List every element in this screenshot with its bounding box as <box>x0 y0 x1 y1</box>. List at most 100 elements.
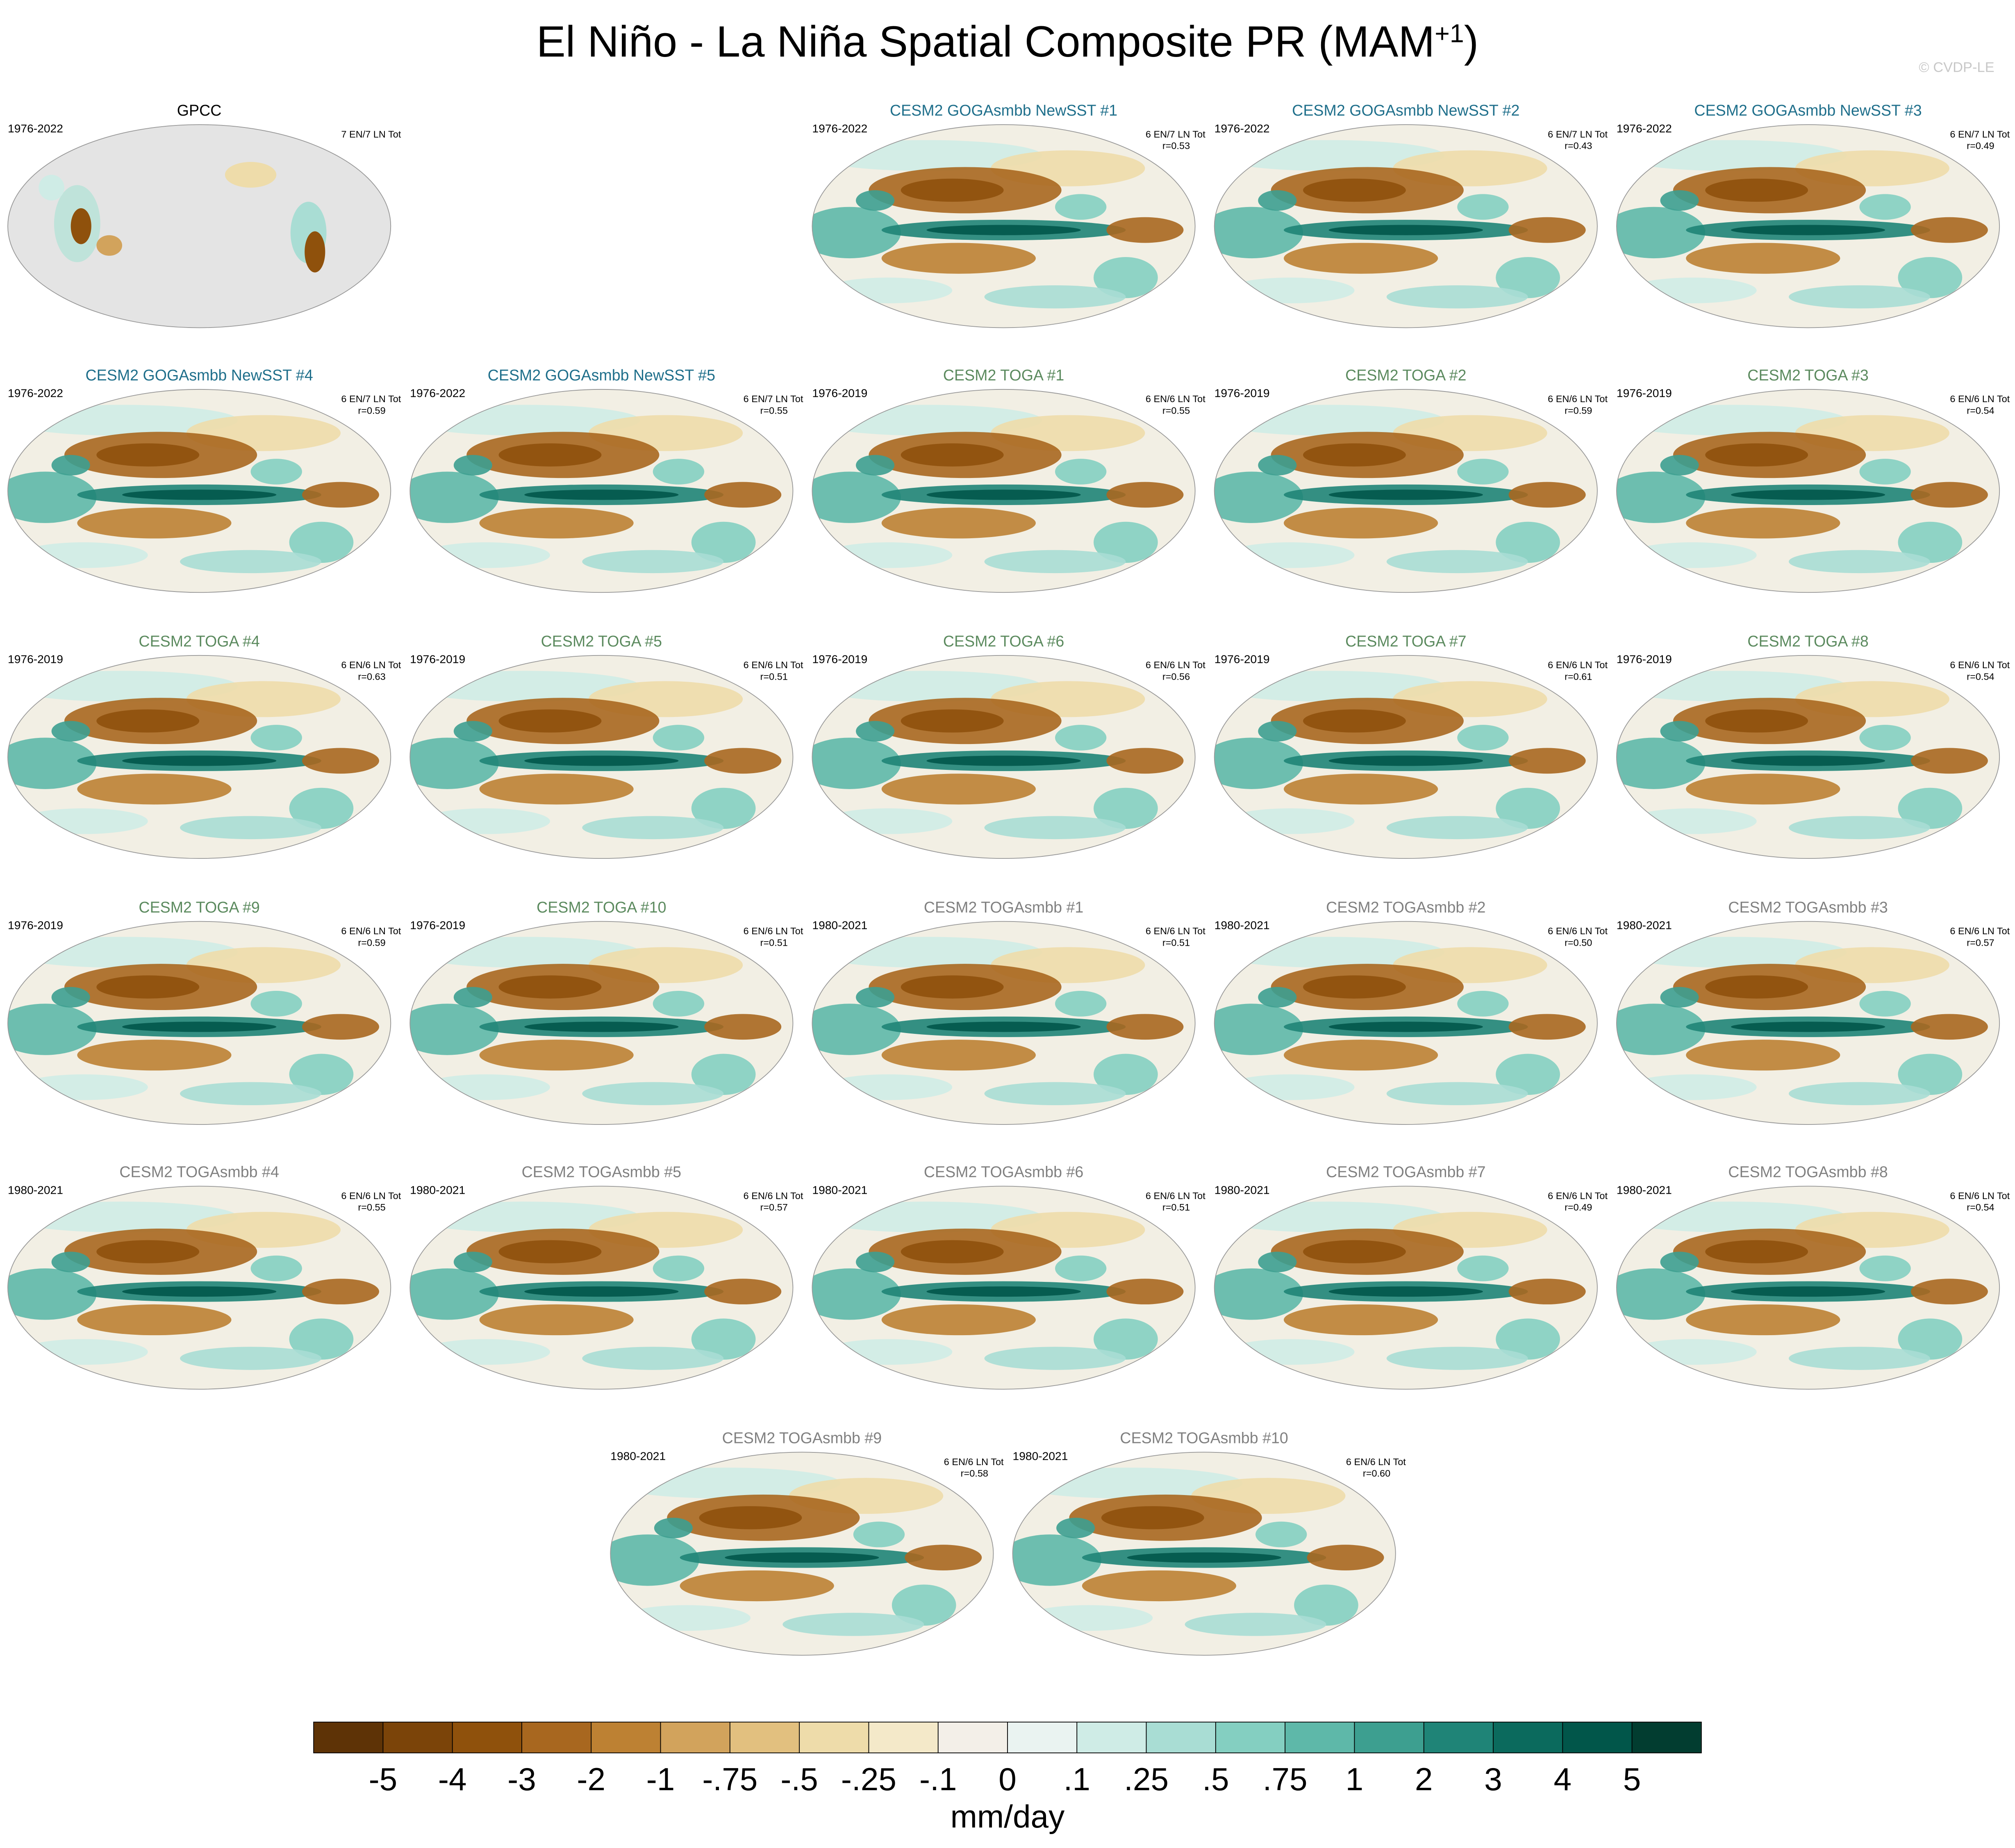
map-patch <box>77 1304 232 1336</box>
map-patch <box>1284 1304 1438 1336</box>
map-patch <box>1859 991 1911 1017</box>
map-field <box>410 389 793 593</box>
map-patch <box>51 987 90 1008</box>
map-patch <box>1686 1040 1840 1071</box>
panel-correlation: r=0.49 <box>1967 141 1994 151</box>
map-patch <box>524 489 679 500</box>
colorbar-tick-label: -.25 <box>841 1761 896 1797</box>
panel-title: CESM2 TOGAsmbb #1 <box>924 899 1083 916</box>
panel-correlation: r=0.49 <box>1565 1202 1592 1213</box>
panel-counts: 6 EN/6 LN Tot <box>744 926 803 936</box>
map-patch <box>289 1318 354 1360</box>
map-patch <box>1386 816 1528 840</box>
map-patch <box>1012 1534 1101 1586</box>
map-field <box>8 655 391 859</box>
map-patch <box>1303 709 1406 733</box>
map-patch <box>1094 1318 1158 1360</box>
map-patch <box>479 508 634 539</box>
map-patch <box>250 1255 302 1281</box>
map-patch <box>1094 1054 1158 1095</box>
map-outline <box>812 124 1196 328</box>
panel-correlation: r=0.54 <box>1967 671 1994 682</box>
map-field <box>1214 655 1597 859</box>
map-patch <box>1910 1279 1988 1304</box>
map-patch <box>302 748 380 774</box>
panel-counts: 6 EN/6 LN Tot <box>1548 926 1608 936</box>
map-patch <box>498 975 602 999</box>
map-patch <box>691 1054 756 1095</box>
panel-counts: 6 EN/6 LN Tot <box>1950 1190 2010 1201</box>
map-patch <box>901 975 1004 999</box>
panel-title: CESM2 TOGA #6 <box>943 633 1064 650</box>
map-patch <box>1457 194 1509 220</box>
map-field <box>1616 655 2000 859</box>
map-panel: CESM2 GOGAsmbb NewSST #3 1976-2022 6 EN/7 … <box>1616 102 2010 328</box>
panel-period: 1980-2021 <box>1214 1183 1270 1196</box>
panel-counts: 6 EN/6 LN Tot <box>1950 660 2010 670</box>
map-outline <box>1214 921 1598 1125</box>
panel-counts: 6 EN/7 LN Tot <box>1950 129 2010 139</box>
map-patch <box>1106 1014 1184 1040</box>
panel-period: 1980-2021 <box>410 1183 465 1196</box>
map-patch <box>881 1040 1036 1071</box>
map-outline <box>812 921 1196 1125</box>
map-patch <box>582 1347 724 1370</box>
panel-period: 1980-2021 <box>1617 919 1672 932</box>
map-panel: CESM2 GOGAsmbb NewSST #4 1976-2022 6 EN/7 … <box>7 366 401 593</box>
map-patch <box>1898 1054 1963 1095</box>
map-patch <box>1457 725 1509 751</box>
map-patch <box>1307 1545 1384 1570</box>
panel-period: 1976-2022 <box>8 387 63 400</box>
map-patch <box>302 1279 380 1304</box>
map-patch <box>1616 207 1706 259</box>
panel-period: 1976-2022 <box>410 387 465 400</box>
map-panel: CESM2 TOGAsmbb #3 1980-2021 6 EN/6 LN Totr… <box>1616 899 2010 1125</box>
map-field <box>812 125 1195 328</box>
panel-title: GPCC <box>177 102 222 119</box>
map-outline <box>1616 921 2000 1125</box>
panel-correlation: r=0.57 <box>1967 937 1994 948</box>
map-patch <box>926 1022 1081 1032</box>
map-patch <box>984 285 1126 309</box>
map-patch <box>1859 194 1911 220</box>
map-patch <box>704 1279 782 1304</box>
map-patch <box>812 1268 901 1320</box>
panel-title: CESM2 TOGAsmbb #8 <box>1728 1163 1888 1181</box>
map-patch <box>410 737 499 789</box>
map-panel: CESM2 TOGAsmbb #4 1980-2021 6 EN/6 LN Totr… <box>7 1163 401 1390</box>
map-patch <box>250 459 302 485</box>
map-patch <box>1508 1279 1586 1304</box>
map-panel: CESM2 TOGAsmbb #10 1980-2021 6 EN/6 LN Tot… <box>1012 1429 1406 1656</box>
map-outline <box>1616 1186 2000 1390</box>
map-patch <box>77 1040 232 1071</box>
map-patch <box>582 1082 724 1106</box>
panel-title: CESM2 TOGAsmbb #9 <box>722 1429 882 1447</box>
map-patch <box>453 455 492 476</box>
panel-title: CESM2 GOGAsmbb NewSST #1 <box>890 102 1117 119</box>
panel-correlation: r=0.54 <box>1967 1202 1994 1213</box>
map-patch <box>180 1082 321 1106</box>
map-patch <box>812 207 901 259</box>
colorbar-swatch <box>1424 1722 1493 1753</box>
panel-correlation: r=0.59 <box>358 405 385 416</box>
map-patch <box>1616 471 1706 523</box>
map-patch <box>122 489 277 500</box>
map-patch <box>8 471 97 523</box>
map-panel: CESM2 TOGAsmbb #7 1980-2021 6 EN/6 LN Totr… <box>1214 1163 1608 1390</box>
map-patch <box>1258 721 1297 742</box>
map-patch <box>1910 482 1988 508</box>
map-patch <box>1055 991 1107 1017</box>
map-field <box>812 1186 1195 1389</box>
map-patch <box>704 748 782 774</box>
map-patch <box>453 987 492 1008</box>
map-patch <box>1255 1521 1307 1548</box>
map-patch <box>1328 489 1483 500</box>
map-field <box>8 389 391 593</box>
map-patch <box>1106 217 1184 243</box>
map-patch <box>1508 1014 1586 1040</box>
panel-title: CESM2 TOGA #4 <box>139 633 259 650</box>
map-panel: CESM2 GOGAsmbb NewSST #5 1976-2022 6 EN/7 … <box>409 366 803 593</box>
map-patch <box>1214 1268 1303 1320</box>
map-patch <box>410 1004 499 1055</box>
map-field <box>8 1186 391 1389</box>
